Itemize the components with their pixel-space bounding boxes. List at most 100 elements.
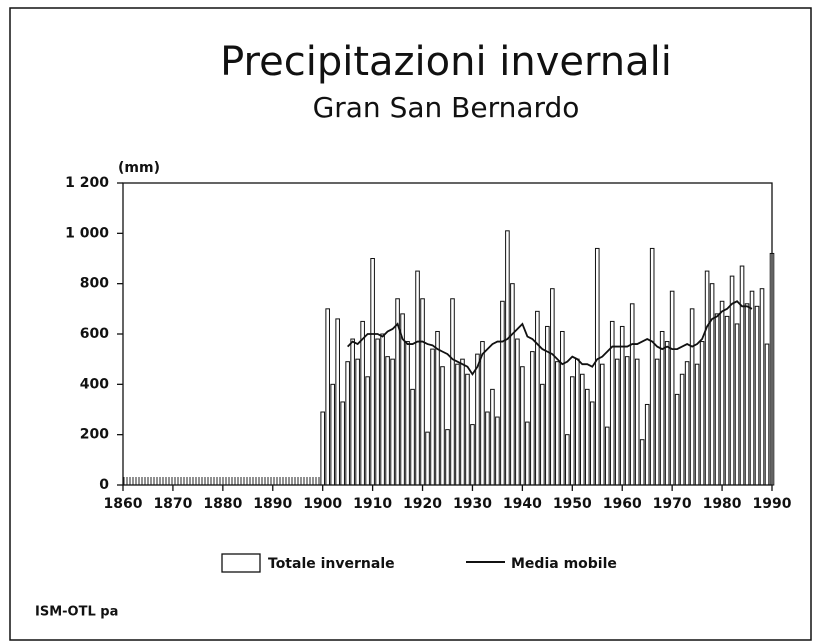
bar <box>485 411 490 486</box>
bar <box>754 305 760 486</box>
legend-label: Totale invernale <box>268 556 395 572</box>
bar <box>345 361 350 486</box>
bar <box>674 393 680 486</box>
bar <box>505 230 510 486</box>
bar <box>405 341 410 486</box>
x-tick-label: 1910 <box>353 496 392 512</box>
bar <box>744 303 750 486</box>
bar <box>455 363 460 486</box>
bar <box>365 376 370 486</box>
x-tick-label: 1940 <box>503 496 542 512</box>
bar <box>704 270 710 486</box>
chart-title: Precipitazioni invernali <box>220 39 672 85</box>
plot-frame <box>122 182 773 486</box>
bar <box>380 333 385 486</box>
bar <box>325 308 330 486</box>
bar <box>575 358 580 486</box>
legend-label: Media mobile <box>511 556 617 572</box>
bar <box>734 323 740 486</box>
bar <box>340 401 345 486</box>
y-tick-label: 200 <box>80 427 109 443</box>
bar <box>445 429 450 486</box>
bar <box>669 290 675 486</box>
x-tick-label: 1870 <box>153 496 192 512</box>
bar <box>525 421 530 486</box>
bar <box>430 348 435 486</box>
bar <box>644 403 650 486</box>
bar <box>689 308 695 486</box>
bar <box>699 341 705 486</box>
bar <box>465 373 470 486</box>
bar <box>335 318 340 486</box>
moving-average-line <box>347 300 753 376</box>
bar <box>749 290 755 486</box>
x-tick-label: 1900 <box>303 496 342 512</box>
bar <box>639 439 645 486</box>
bar <box>450 298 455 486</box>
x-tick-label: 1890 <box>253 496 292 512</box>
bar <box>679 373 685 486</box>
bar <box>435 330 440 486</box>
bar <box>385 356 390 486</box>
bar <box>739 265 745 486</box>
bar <box>515 338 520 486</box>
bar <box>599 363 605 486</box>
bar <box>764 343 770 486</box>
bar <box>649 247 655 486</box>
bar <box>589 401 595 486</box>
bar <box>480 341 485 486</box>
bar <box>584 388 590 486</box>
bar <box>510 283 515 486</box>
y-tick-label: 400 <box>80 376 109 392</box>
bar <box>594 247 600 486</box>
frame <box>9 7 812 641</box>
bar <box>415 270 420 486</box>
bar <box>470 424 475 486</box>
bar <box>330 383 335 486</box>
bar <box>500 300 505 486</box>
x-tick-label: 1880 <box>203 496 242 512</box>
chart-subtitle: Gran San Bernardo <box>313 91 580 124</box>
bar <box>560 330 565 486</box>
bar <box>579 373 585 486</box>
bar <box>684 361 690 486</box>
bar <box>350 338 355 486</box>
y-tick-label: 1 000 <box>65 225 109 241</box>
bar <box>390 358 395 486</box>
x-tick-label: 1960 <box>603 496 642 512</box>
bar <box>714 313 720 486</box>
bar <box>475 353 480 486</box>
bar <box>570 376 575 486</box>
bar <box>355 358 360 486</box>
bar <box>634 358 640 486</box>
bar <box>420 298 425 486</box>
bar <box>540 383 545 486</box>
bar <box>729 275 735 486</box>
x-tick-label: 1860 <box>104 496 143 512</box>
bar <box>624 356 630 486</box>
bar <box>724 315 730 486</box>
bar <box>614 358 620 486</box>
bar <box>495 416 500 486</box>
bar <box>709 283 715 486</box>
x-tick-label: 1930 <box>453 496 492 512</box>
bar <box>550 288 555 486</box>
bar <box>604 426 610 486</box>
bar <box>654 358 660 486</box>
bar <box>410 388 415 486</box>
bar <box>535 310 540 486</box>
bar <box>530 351 535 486</box>
bar <box>694 363 700 486</box>
bar <box>719 300 725 486</box>
bar <box>759 288 765 486</box>
x-tick-label: 1970 <box>653 496 692 512</box>
bar <box>425 431 430 486</box>
y-tick-label: 0 <box>99 477 109 493</box>
bar <box>555 361 560 486</box>
bar <box>460 358 465 486</box>
x-tick-label: 1990 <box>753 496 792 512</box>
bar <box>370 258 375 486</box>
bar <box>619 325 625 486</box>
bar <box>629 303 635 486</box>
